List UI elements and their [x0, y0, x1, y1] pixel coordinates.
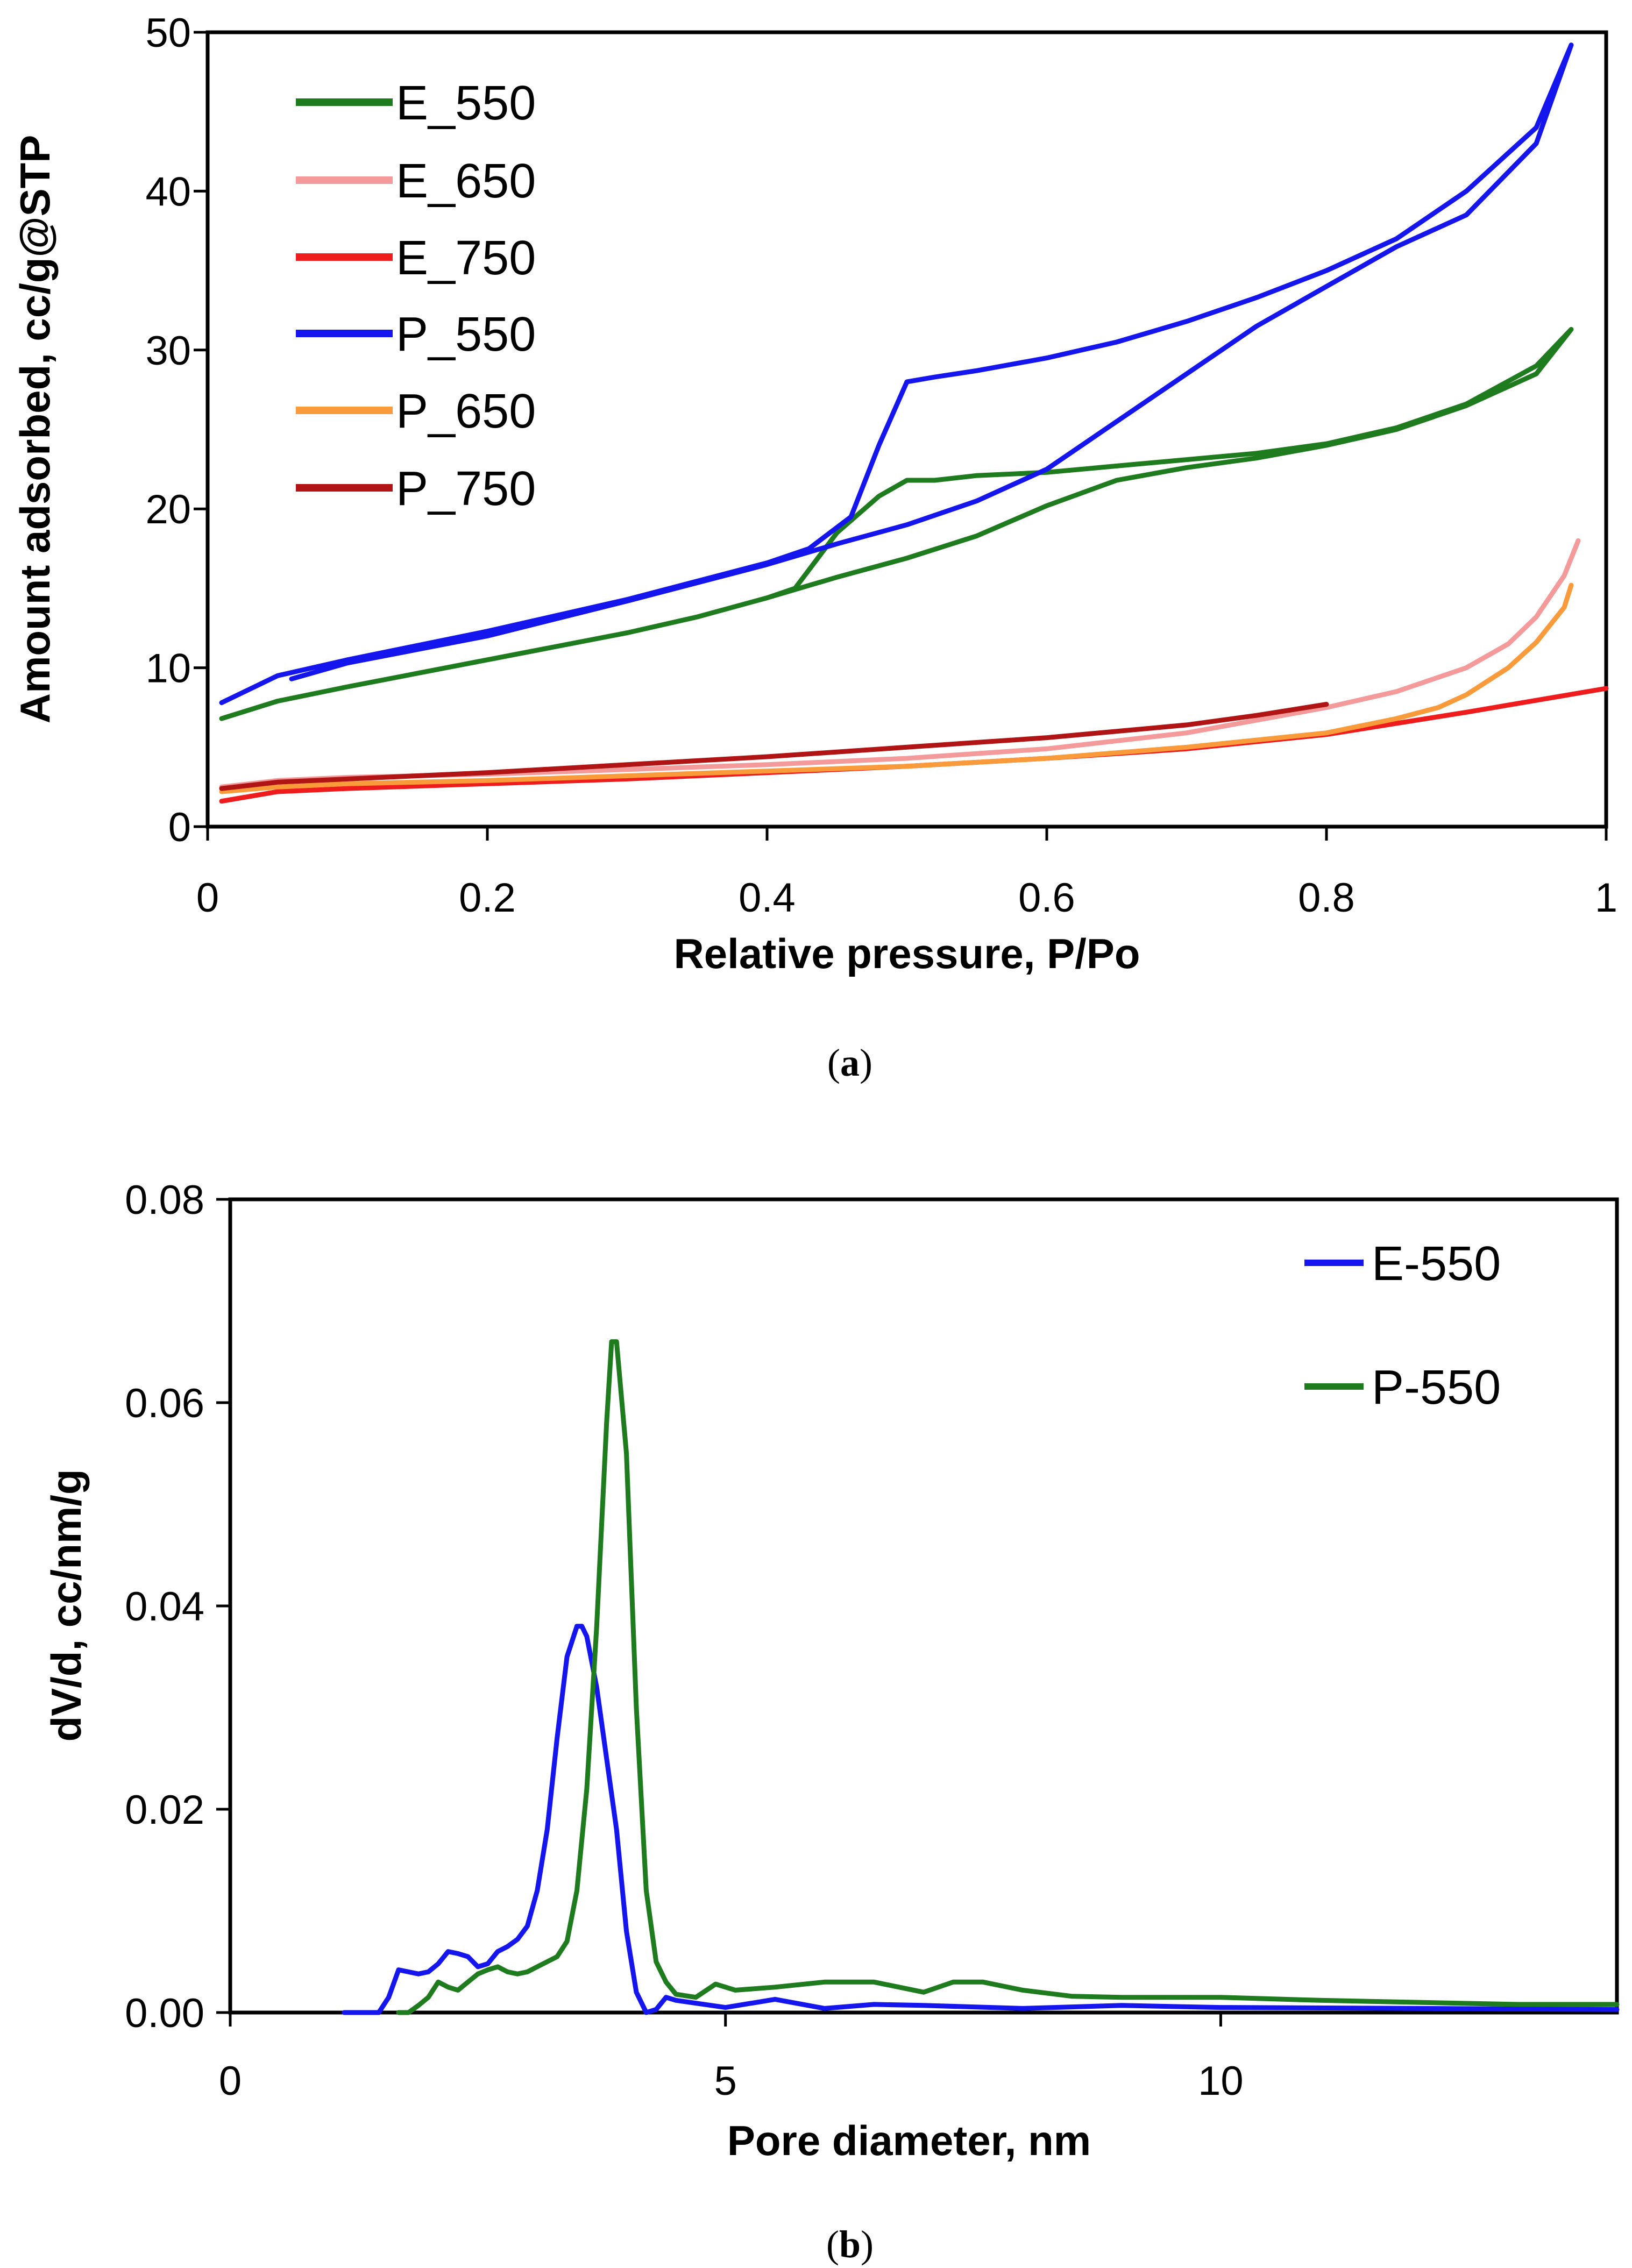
chart-b-x-tick-label: 10	[1198, 2058, 1244, 2104]
legend-label-e-550-b: E-550	[1372, 1237, 1501, 1291]
chart-b-y-tick-label: 0.04	[125, 1584, 204, 1630]
chart-b-x-tick-label: 0	[219, 2058, 242, 2104]
chart-b: 0 5 10 0.00 0.02 0.04 0.06 0.08 E-550 P-550 Por…	[42, 1177, 1620, 2266]
legend-label-e-650: E_650	[396, 154, 536, 208]
chart-a-x-tick-label: 0.8	[1298, 875, 1355, 921]
chart-b-series-group	[342, 1339, 1620, 2015]
chart-a-series-p-750	[219, 702, 1329, 791]
chart-b-caption-open: (	[826, 2223, 839, 2266]
chart-b-x-axis-title: Pore diameter, nm	[727, 2117, 1091, 2164]
chart-a-y-tick-label: 10	[145, 646, 191, 692]
chart-b-caption-close: )	[861, 2223, 874, 2266]
chart-a-legend: E_550 E_650 E_750 P_550 P_650 P_750	[296, 76, 536, 516]
chart-a-y-tick-label: 0	[168, 805, 191, 850]
chart-a-y-tick-label: 50	[145, 10, 191, 56]
chart-b-series-p-550	[396, 1339, 1620, 2015]
chart-a-x-tick-label: 0.2	[459, 875, 516, 921]
legend-label-p-550: P_550	[396, 308, 536, 361]
chart-b-legend: E-550 P-550	[1304, 1237, 1501, 1414]
chart-a-x-tick-label: 0.4	[739, 875, 796, 921]
chart-a-plot-frame	[205, 30, 1608, 829]
chart-a-caption-open: (	[827, 1041, 840, 1084]
chart-b-caption: (b)	[826, 2223, 874, 2266]
chart-a-caption: (a)	[827, 1041, 872, 1084]
chart-a-x-tick-label: 0.6	[1018, 875, 1075, 921]
chart-b-y-axis-title: dV/d, cc/nm/g	[42, 1469, 90, 1741]
chart-a-y-tick-label: 20	[145, 487, 191, 532]
legend-label-e-750: E_750	[396, 231, 536, 285]
legend-label-p-650: P_650	[396, 385, 536, 438]
legend-label-p-750: P_750	[396, 462, 536, 516]
chart-b-y-tick-label: 0.00	[125, 1990, 204, 2036]
chart-a-y-tick-label: 40	[145, 169, 191, 215]
chart-a-series-e-550	[219, 326, 1574, 721]
chart-b-plot-frame	[228, 1197, 1619, 2015]
chart-a-x-tick-label: 1	[1595, 875, 1617, 921]
chart-b-ticks: 0 5 10 0.00 0.02 0.04 0.06 0.08	[125, 1177, 1244, 2104]
chart-a-y-axis-title: Amount adsorbed, cc/g@STP	[11, 135, 59, 724]
chart-a-caption-label: a	[840, 1041, 860, 1084]
chart-b-y-tick-label: 0.02	[125, 1787, 204, 1833]
legend-label-e-550: E_550	[396, 76, 536, 130]
chart-b-y-tick-label: 0.06	[125, 1381, 204, 1426]
chart-a-y-tick-label: 30	[145, 328, 191, 374]
legend-label-p-550-b: P-550	[1372, 1361, 1501, 1414]
chart-b-y-tick-label: 0.08	[125, 1177, 204, 1223]
chart-b-series-e-550	[342, 1624, 1620, 2015]
chart-a-x-axis-title: Relative pressure, P/Po	[673, 930, 1140, 977]
chart-a-series-p-650	[219, 582, 1574, 794]
chart-a-caption-close: )	[860, 1041, 872, 1084]
chart-b-caption-label: b	[839, 2223, 861, 2266]
chart-a-series-p-550	[219, 42, 1574, 706]
chart-b-x-tick-label: 5	[714, 2058, 737, 2104]
chart-a-x-tick-label: 0	[196, 875, 219, 921]
chart-a-series-group	[219, 42, 1609, 804]
